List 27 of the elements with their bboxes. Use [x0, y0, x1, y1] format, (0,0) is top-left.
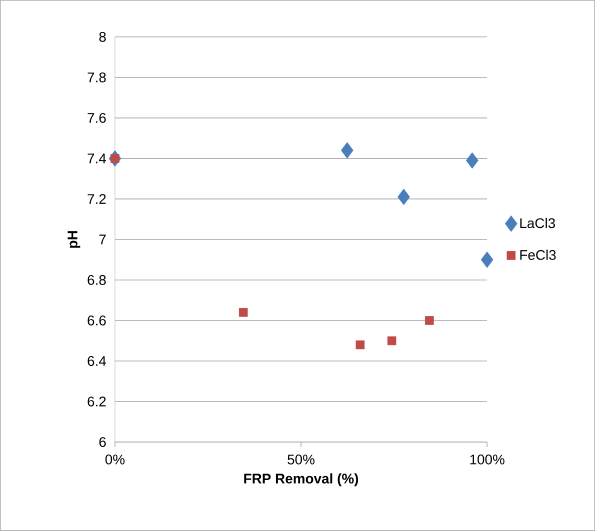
y-tick-label: 7.4 [88, 154, 106, 164]
point [356, 340, 365, 350]
x-axis-title: FRP Removal (%) [244, 473, 358, 486]
point [110, 154, 120, 163]
point [340, 142, 354, 159]
point [398, 188, 410, 206]
y-tick-label: 6.6 [88, 316, 106, 326]
point [424, 316, 434, 325]
x-tick-label: 0% [105, 454, 125, 464]
y-tick-label: 6.4 [88, 356, 106, 366]
y-tick-label: 7.6 [88, 112, 106, 123]
y-tick-label: 7.8 [88, 72, 106, 82]
point [466, 152, 478, 169]
point [238, 308, 248, 317]
y-tick-label: 7 [99, 234, 106, 244]
x-tick-label: 50% [288, 454, 314, 464]
point [387, 336, 396, 346]
legend-label: LaCl3 [520, 218, 555, 228]
y-tick-label: 7.2 [88, 194, 106, 204]
y-axis-title: pH [68, 231, 80, 248]
y-tick-label: 8 [99, 32, 106, 42]
y-tick-label: 6.8 [88, 275, 106, 285]
y-tick-label: 6.2 [88, 396, 106, 406]
legend-label: FeCl3 [520, 250, 556, 260]
y-tick-label: 6 [99, 437, 106, 447]
point [480, 252, 494, 268]
x-tick-label: 100% [470, 454, 504, 464]
